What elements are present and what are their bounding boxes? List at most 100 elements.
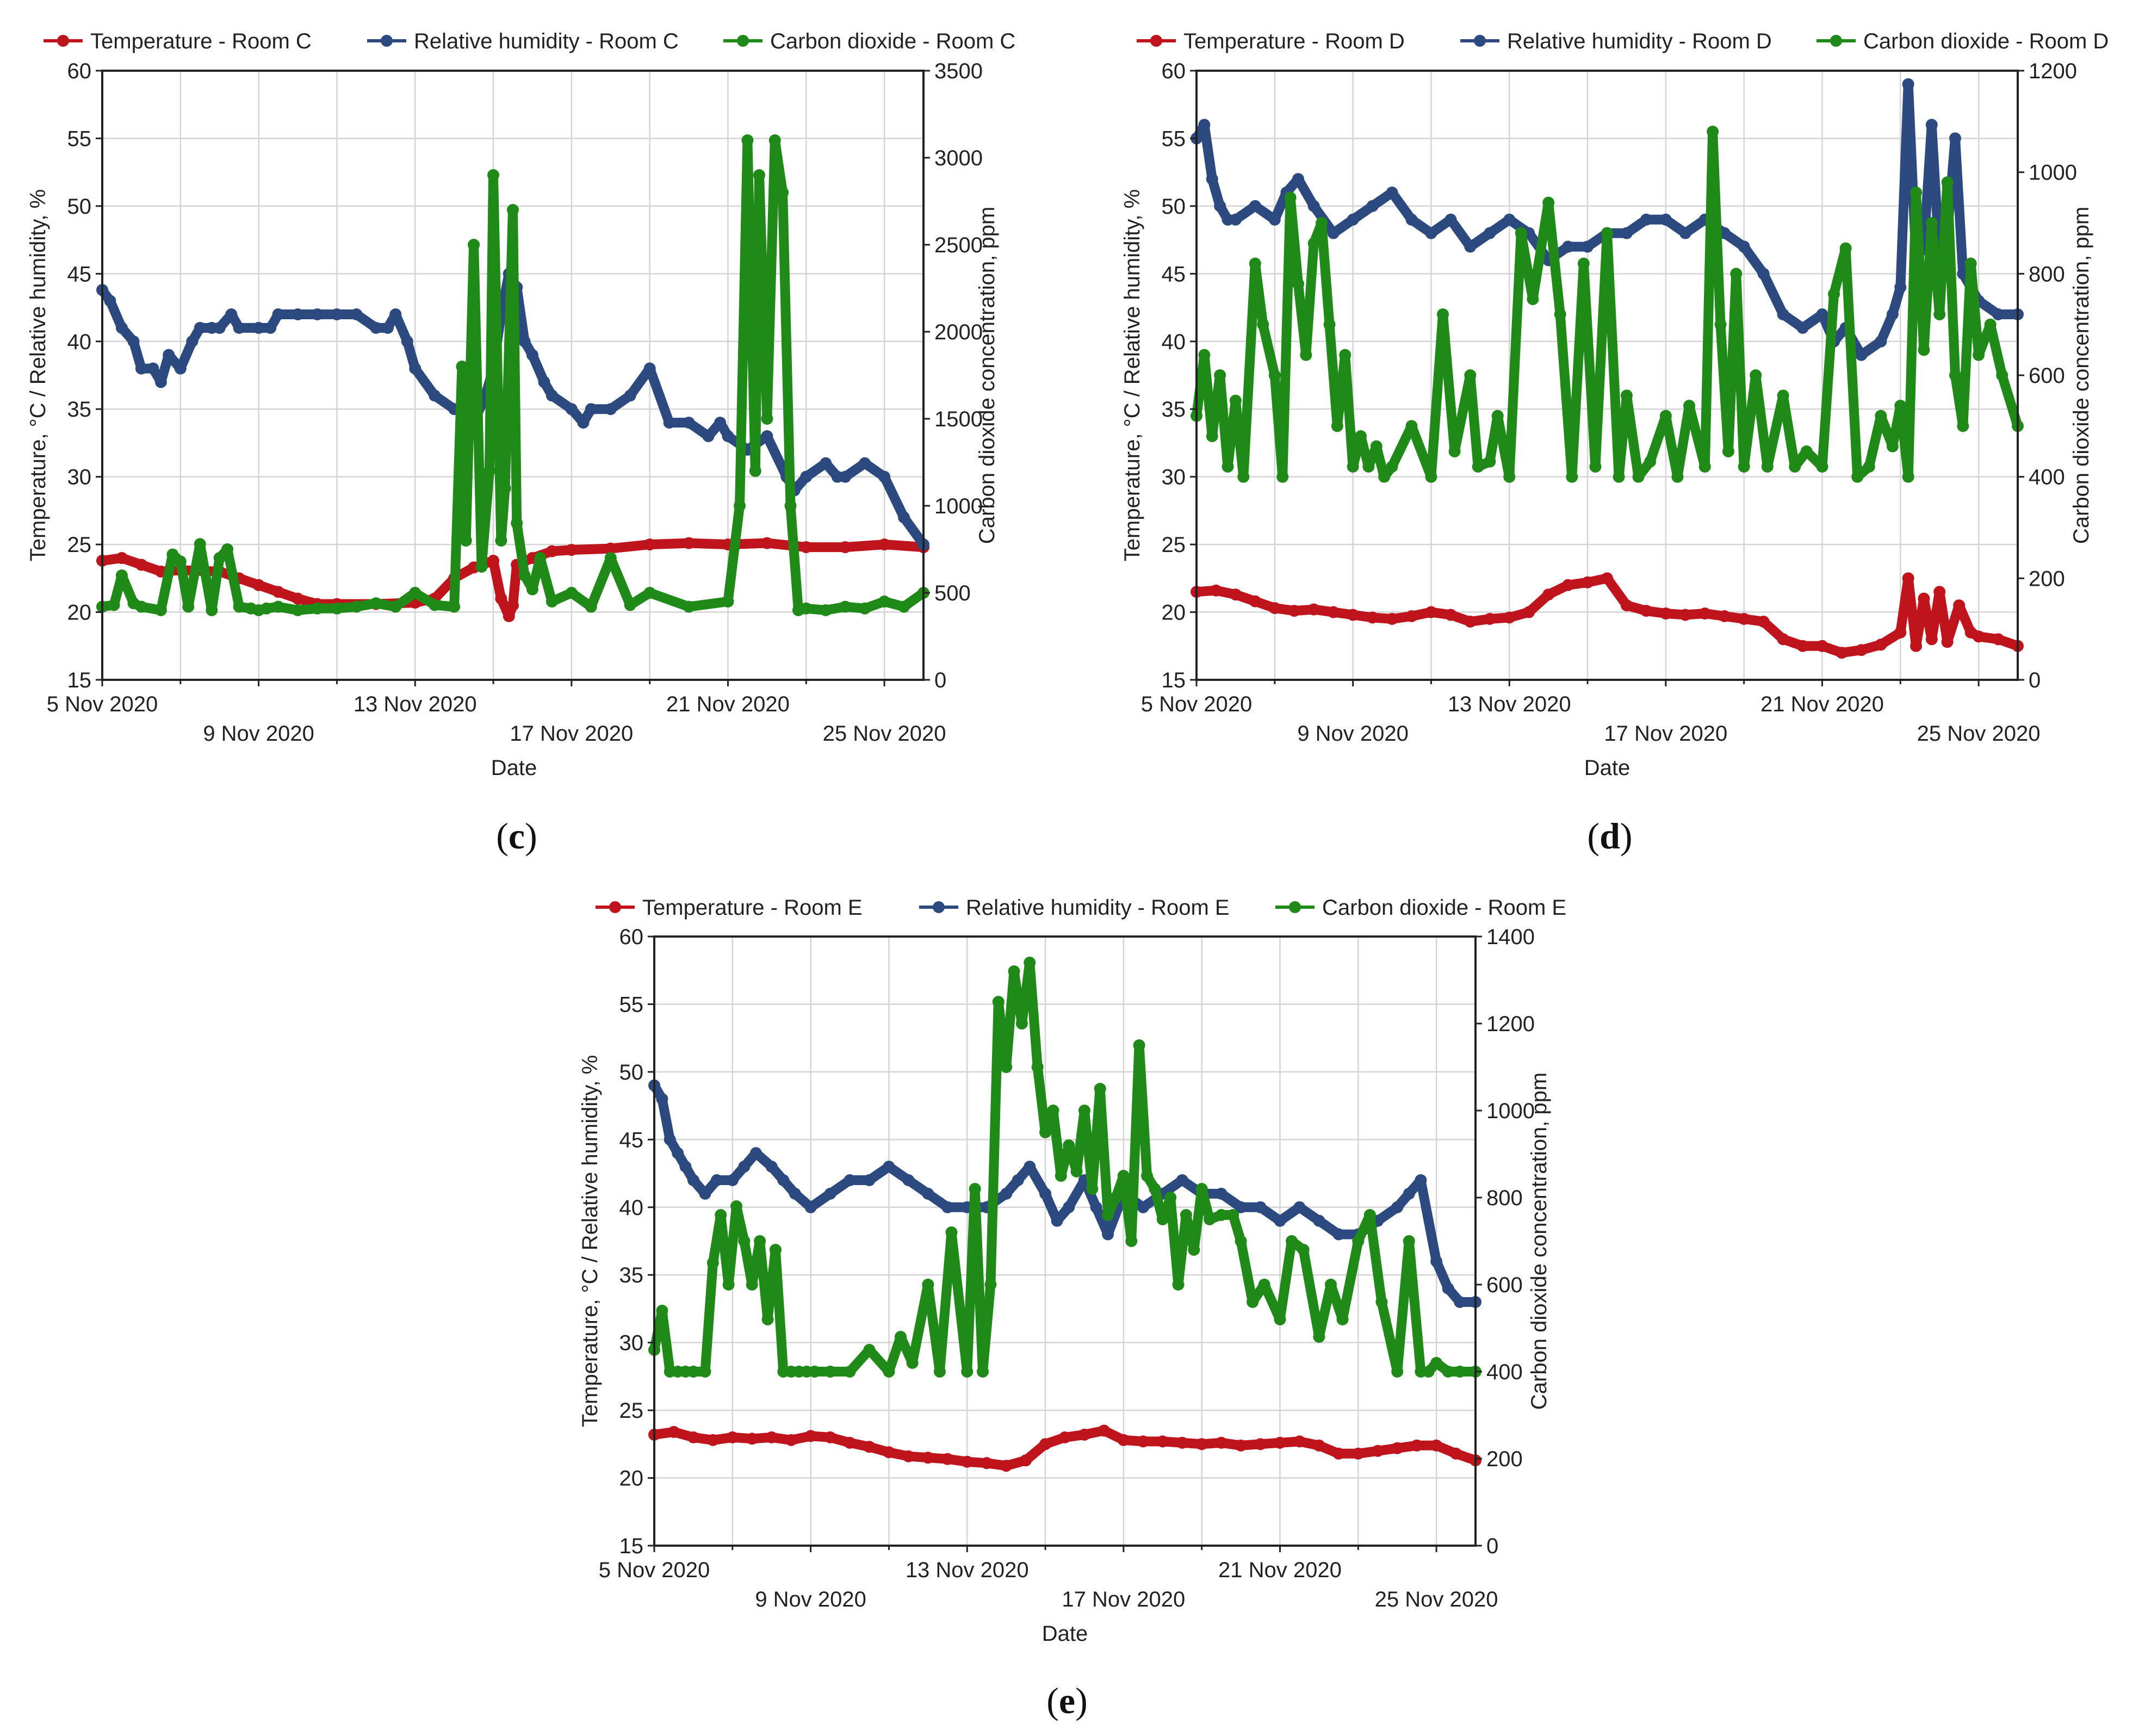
data-point	[1527, 293, 1539, 305]
data-point	[1327, 227, 1340, 239]
data-point	[1738, 240, 1750, 253]
data-point	[565, 587, 578, 599]
data-point	[730, 1200, 742, 1212]
data-point	[844, 1366, 856, 1378]
x-tick-label: 25 Nov 2020	[1917, 722, 2041, 746]
data-point	[1683, 400, 1695, 412]
data-point	[1601, 227, 1613, 239]
data-point	[643, 362, 656, 375]
data-point	[1730, 268, 1743, 280]
data-point	[1257, 318, 1269, 331]
y-left-tick-label: 30	[67, 466, 92, 489]
y-right-tick-label: 1000	[2029, 161, 2077, 185]
data-point	[839, 600, 852, 613]
data-point	[808, 1366, 821, 1378]
data-point	[992, 996, 1005, 1008]
data-point	[804, 1430, 817, 1442]
data-point	[777, 1174, 790, 1186]
panel-label-close: )	[525, 815, 537, 857]
data-point	[1601, 572, 1613, 585]
data-point	[487, 169, 500, 181]
data-point	[565, 544, 578, 556]
y-right-tick-label: 1400	[1486, 925, 1535, 949]
data-point	[1450, 1447, 1462, 1460]
data-point	[679, 1161, 692, 1173]
data-point	[1215, 1436, 1228, 1449]
x-tick-label: 9 Nov 2020	[755, 1588, 866, 1611]
data-point	[1039, 1438, 1052, 1450]
y-left-tick-label: 45	[67, 262, 92, 286]
y-right-tick-label: 1200	[1486, 1012, 1535, 1036]
data-point	[711, 1174, 723, 1186]
x-tick-label: 17 Nov 2020	[1604, 722, 1727, 746]
data-point	[1047, 1105, 1059, 1117]
data-point	[1292, 278, 1304, 290]
data-point	[883, 1366, 895, 1378]
y-left-tick-label: 50	[1162, 195, 1186, 219]
legend-item-humidity: Relative humidity - Room D	[1460, 29, 1772, 53]
data-point	[511, 517, 523, 529]
data-point	[945, 1226, 958, 1238]
y-right-tick-label: 800	[1486, 1186, 1523, 1210]
data-point	[389, 308, 402, 320]
data-point	[1214, 200, 1226, 212]
y-left-tick-label: 45	[1162, 262, 1186, 286]
data-point	[1964, 257, 1977, 270]
data-point	[499, 482, 511, 494]
legend-swatch-marker	[609, 901, 621, 913]
panel-label: (c)	[496, 815, 537, 857]
data-point	[1855, 644, 1868, 656]
data-point	[1796, 321, 1809, 334]
data-point	[331, 308, 343, 320]
data-point	[1523, 606, 1535, 618]
data-point	[1063, 1139, 1075, 1151]
data-point	[1117, 1434, 1130, 1446]
data-point	[174, 555, 187, 568]
y-right-tick-label: 400	[1486, 1360, 1523, 1384]
data-point	[1582, 576, 1594, 588]
data-point	[1363, 1209, 1376, 1221]
data-point	[381, 321, 394, 334]
data-point	[656, 1093, 668, 1105]
legend-swatch-marker	[1289, 901, 1301, 913]
data-point	[350, 600, 363, 613]
data-point	[213, 552, 226, 564]
data-point	[1297, 1244, 1310, 1256]
y-right-tick-label: 2500	[934, 233, 983, 257]
data-point	[154, 376, 167, 388]
data-point	[1055, 1170, 1067, 1182]
data-point	[715, 1209, 727, 1221]
y-right-tick-label: 600	[1486, 1273, 1523, 1297]
data-point	[1411, 1439, 1423, 1452]
series-co2	[648, 957, 1481, 1378]
data-point	[115, 321, 128, 334]
data-point	[683, 600, 695, 613]
data-point	[941, 1453, 954, 1465]
data-point	[1125, 1235, 1138, 1247]
data-point	[1391, 1201, 1404, 1213]
data-point	[1237, 470, 1250, 483]
data-point	[1738, 613, 1750, 625]
data-point	[401, 335, 413, 348]
data-point	[503, 610, 515, 623]
data-point	[1372, 1444, 1384, 1457]
data-point	[1828, 288, 1840, 300]
data-point	[820, 457, 832, 469]
data-point	[1894, 400, 1907, 412]
x-tick-label: 21 Nov 2020	[666, 692, 790, 716]
data-point	[1204, 1213, 1216, 1225]
data-point	[1300, 349, 1312, 361]
series-temperature	[1191, 572, 2024, 659]
data-point	[370, 597, 382, 610]
data-point	[272, 586, 284, 598]
data-point	[1366, 611, 1379, 624]
data-point	[1307, 603, 1320, 616]
data-point	[292, 308, 304, 320]
panel-label-close: )	[1620, 815, 1633, 857]
data-point	[1405, 610, 1418, 623]
data-point	[1957, 420, 1969, 432]
data-point	[1156, 1435, 1169, 1448]
data-point	[1757, 615, 1770, 628]
data-point	[1039, 1187, 1052, 1200]
data-point	[784, 500, 797, 512]
